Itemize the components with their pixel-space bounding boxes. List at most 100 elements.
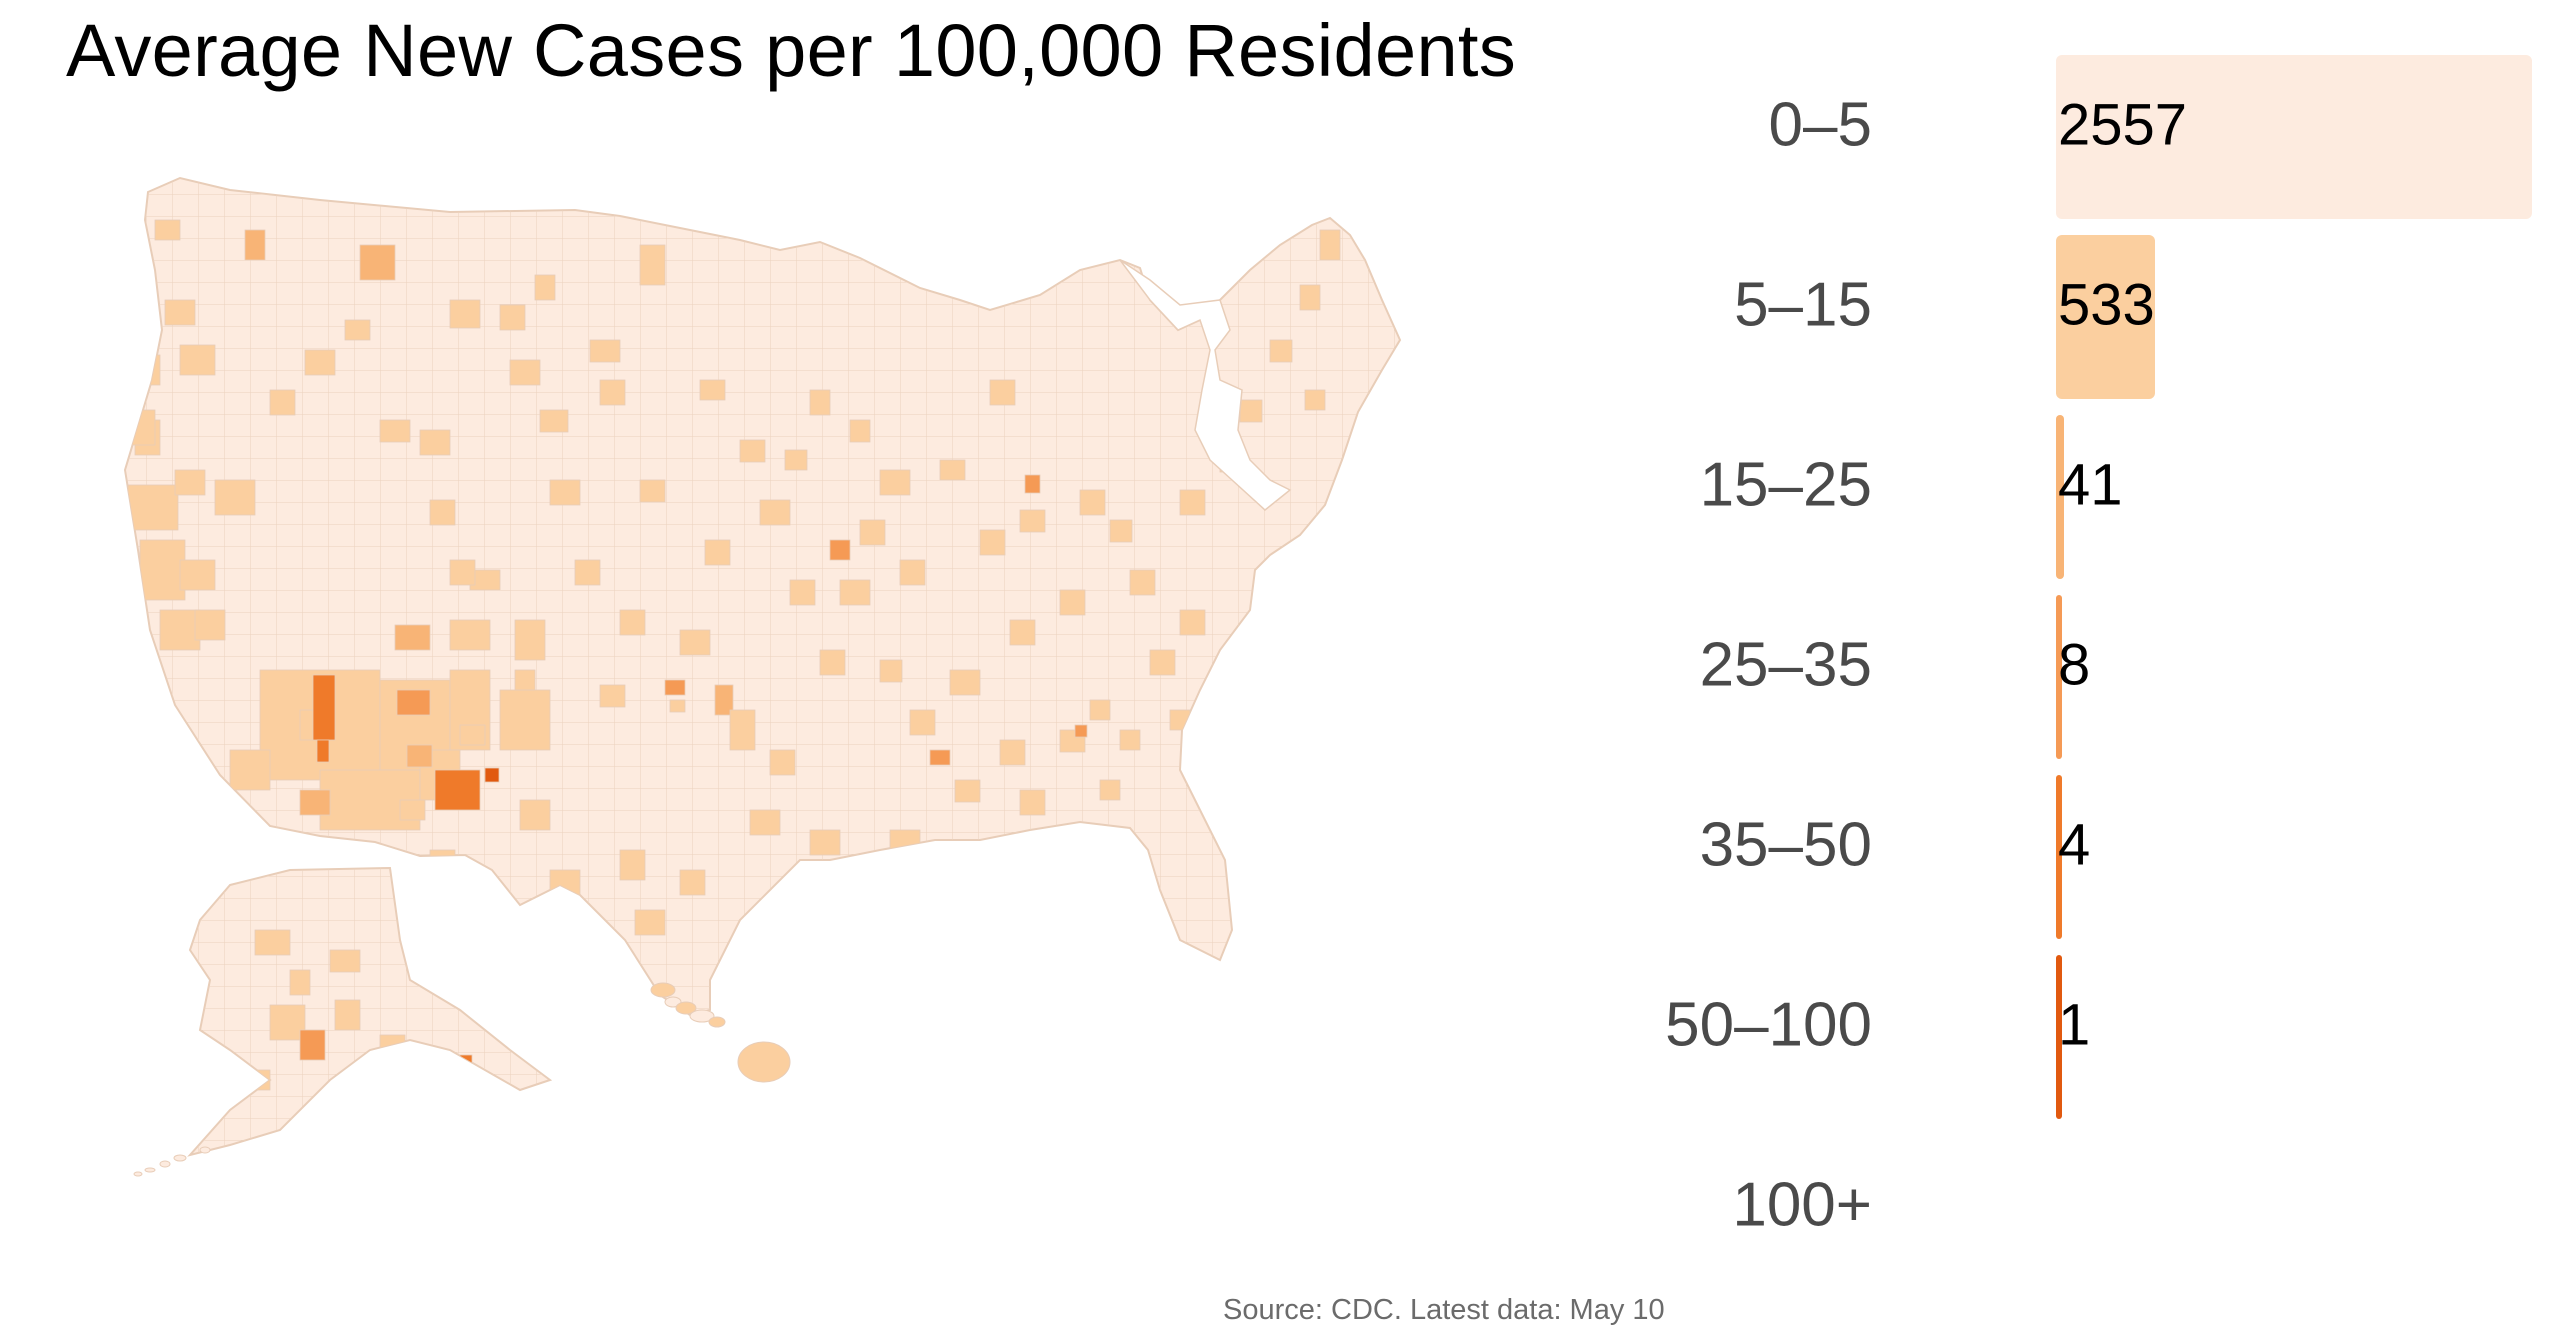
aleutian-island [144, 1167, 156, 1173]
county-hotspot [214, 479, 256, 516]
county-hotspot [539, 409, 569, 433]
county-hotspot [269, 389, 296, 416]
county-hotspot [899, 559, 926, 586]
legend-row: 0–5 2557 [1700, 40, 2560, 219]
county-hotspot [819, 649, 846, 676]
county-hotspot [499, 304, 526, 331]
county-hotspot [406, 744, 433, 768]
county-hotspot [396, 689, 431, 716]
county-hotspot [312, 674, 336, 741]
county-hotspot [329, 949, 361, 973]
county-hotspot [619, 849, 646, 881]
county-hotspot [979, 529, 1006, 556]
county-hotspot [939, 459, 966, 481]
county-hotspot [829, 539, 851, 561]
county-hotspot [749, 809, 781, 836]
legend-bar [2056, 55, 2532, 219]
county-hotspot [344, 319, 371, 341]
county-hotspot [949, 669, 981, 696]
county-hotspot [429, 499, 456, 526]
county-hotspot [1079, 489, 1106, 516]
county-hotspot [1179, 489, 1206, 516]
county-hotspot [514, 669, 536, 691]
hawaii-island [689, 1009, 715, 1023]
county-hotspot [244, 229, 266, 261]
contiguous-us-region [123, 176, 1402, 1017]
county-hotspot [574, 559, 601, 586]
legend-bin-label: 100+ [1732, 1170, 1872, 1240]
legend-row: 35–50 4 [1700, 760, 2560, 939]
county-hotspot [127, 484, 179, 531]
county-hotspot [449, 619, 491, 651]
map-svg [123, 176, 1402, 1177]
hawaii-island [708, 1016, 726, 1028]
county-hotspot [1299, 284, 1321, 311]
legend-bin-label: 0–5 [1768, 90, 1872, 160]
county-hotspot [484, 767, 500, 783]
legend-row: 50–100 1 [1665, 940, 2560, 1119]
county-hotspot [514, 619, 546, 661]
legend-bar [2056, 415, 2064, 579]
county-hotspot [714, 684, 734, 716]
county-hotspot [599, 684, 626, 708]
legend-bar-chart: 0–5 2557 5–15 533 15–25 41 25–35 8 35–50 4 50–100 1… [1665, 40, 2560, 1300]
county-hotspot [1099, 779, 1121, 801]
legend-bar [2056, 955, 2062, 1119]
county-hotspot [289, 969, 311, 996]
county-hotspot [909, 709, 936, 736]
us-county-choropleth-map [120, 150, 1680, 1195]
county-hotspot [1019, 509, 1046, 533]
county-hotspot [509, 359, 541, 386]
county-hotspot [879, 469, 911, 496]
county-hotspot [139, 354, 161, 386]
county-hotspot [784, 449, 808, 471]
county-hotspot [969, 849, 996, 871]
aleutian-islands [133, 1146, 211, 1177]
county-hotspot [809, 829, 841, 856]
county-hotspot [499, 689, 551, 751]
hawaii-region [650, 982, 791, 1083]
legend-bar [2056, 235, 2155, 399]
county-hotspot [419, 429, 451, 456]
county-hotspot [449, 559, 476, 586]
county-hotspot [1089, 699, 1111, 721]
county-hotspot [1319, 229, 1341, 261]
contiguous-us-counties [125, 178, 1400, 1015]
legend-bin-label: 5–15 [1734, 270, 1872, 340]
county-hotspot [589, 339, 621, 363]
county-hotspot [529, 939, 571, 986]
county-hotspot [619, 609, 646, 636]
county-hotspot [704, 539, 731, 566]
legend-count: 41 [2058, 452, 2123, 518]
legend-count: 8 [2058, 632, 2091, 698]
county-hotspot [859, 519, 886, 546]
county-hotspot [549, 869, 581, 906]
legend-bin-label: 25–35 [1699, 630, 1872, 700]
county-hotspot [1304, 389, 1326, 411]
county-hotspot [1129, 569, 1156, 596]
county-hotspot [154, 219, 181, 241]
aleutian-island [133, 1171, 143, 1177]
aleutian-island [199, 1146, 211, 1154]
hawaii-island [675, 1001, 697, 1015]
county-hotspot [519, 799, 551, 831]
hawaii-island [664, 996, 682, 1008]
county-hotspot [1119, 729, 1141, 751]
county-hotspot [699, 379, 726, 401]
legend-row: 5–15 533 [1700, 220, 2560, 399]
aleutian-island [173, 1154, 187, 1162]
county-hotspot [639, 479, 666, 503]
map-title: Average New Cases per 100,000 Residents [66, 9, 1517, 92]
hawaii-island [737, 1041, 791, 1083]
county-hotspot [449, 299, 481, 329]
county-hotspot [179, 344, 216, 376]
county-hotspot [334, 999, 361, 1031]
county-hotspot [889, 829, 921, 856]
county-hotspot [316, 739, 330, 763]
county-hotspot [174, 469, 206, 496]
county-hotspot [1074, 724, 1088, 738]
county-hotspot [239, 1069, 271, 1091]
county-hotspot [229, 749, 271, 791]
county-hotspot [849, 419, 871, 443]
legend-bin-label: 15–25 [1699, 450, 1872, 520]
